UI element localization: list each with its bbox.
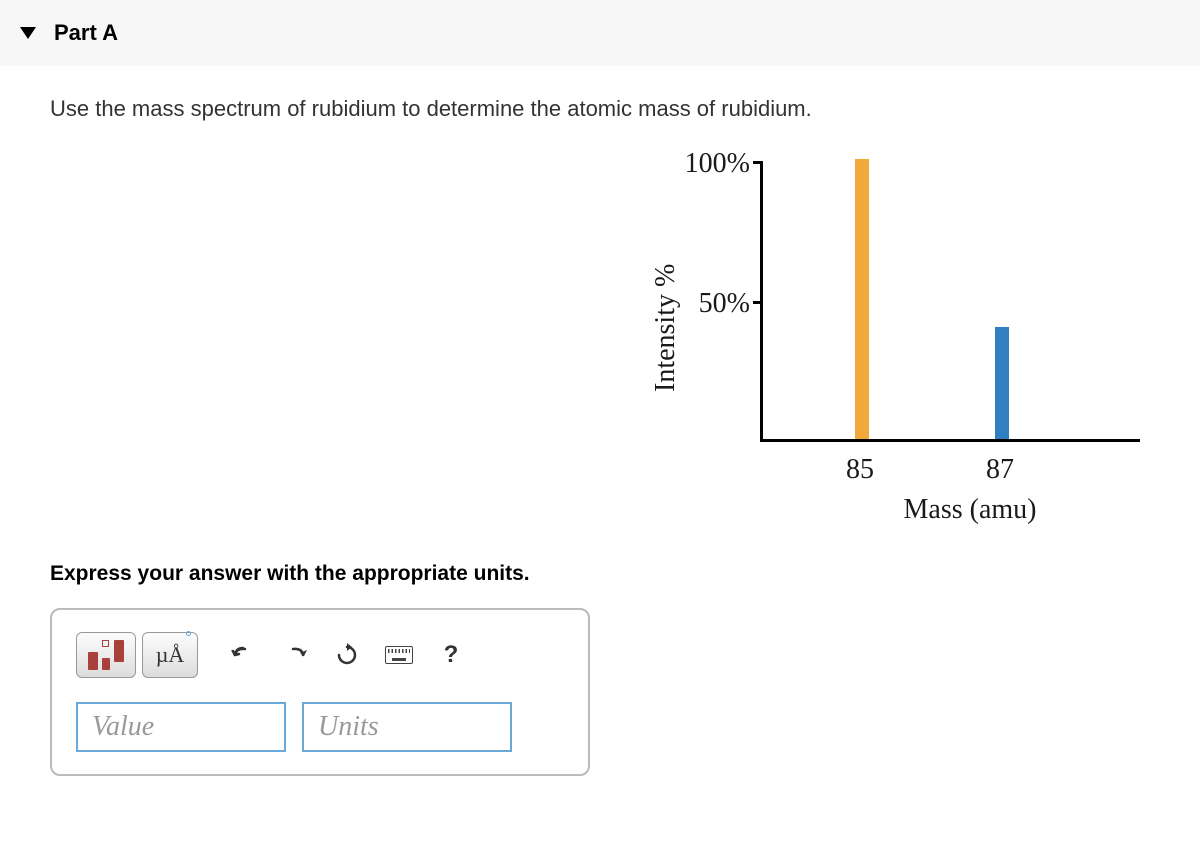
chart-bar-85 xyxy=(855,159,869,439)
chart-ytick-50: 50% xyxy=(660,288,750,320)
part-label: Part A xyxy=(54,20,118,46)
answer-panel: µÅ xyxy=(50,608,590,776)
answer-instruction: Express your answer with the appropriate… xyxy=(50,562,610,586)
reset-icon xyxy=(335,643,359,667)
question-text: Use the mass spectrum of rubidium to det… xyxy=(0,66,1200,132)
help-icon: ? xyxy=(444,641,459,669)
keyboard-icon xyxy=(385,646,413,664)
redo-button[interactable] xyxy=(272,633,318,677)
undo-button[interactable] xyxy=(220,633,266,677)
chart-ylabel: Intensity % xyxy=(650,264,682,392)
keyboard-button[interactable] xyxy=(376,633,422,677)
value-input[interactable]: Value xyxy=(76,702,286,752)
chart-bar-87 xyxy=(995,327,1009,439)
answer-toolbar: µÅ xyxy=(76,632,564,678)
ring-accent-icon xyxy=(186,631,191,636)
undo-icon xyxy=(231,643,255,667)
redo-icon xyxy=(283,643,307,667)
mass-spectrum-chart: Intensity % 100% 50% 85 87 Mass (amu) xyxy=(610,142,1150,562)
reset-button[interactable] xyxy=(324,633,370,677)
chart-xlabel: Mass (amu) xyxy=(820,494,1120,526)
chart-xtick-85: 85 xyxy=(830,454,890,486)
templates-button[interactable] xyxy=(76,632,136,678)
chart-xtick-87: 87 xyxy=(970,454,1030,486)
chart-plot-area xyxy=(760,162,1140,442)
collapse-icon[interactable] xyxy=(20,27,36,39)
units-input[interactable]: Units xyxy=(302,702,512,752)
help-button[interactable]: ? xyxy=(428,633,474,677)
units-button-label: µÅ xyxy=(156,642,185,668)
part-header: Part A xyxy=(0,0,1200,66)
answer-input-row: Value Units xyxy=(76,702,564,752)
chart-ytick-100: 100% xyxy=(660,148,750,180)
units-button[interactable]: µÅ xyxy=(142,632,198,678)
